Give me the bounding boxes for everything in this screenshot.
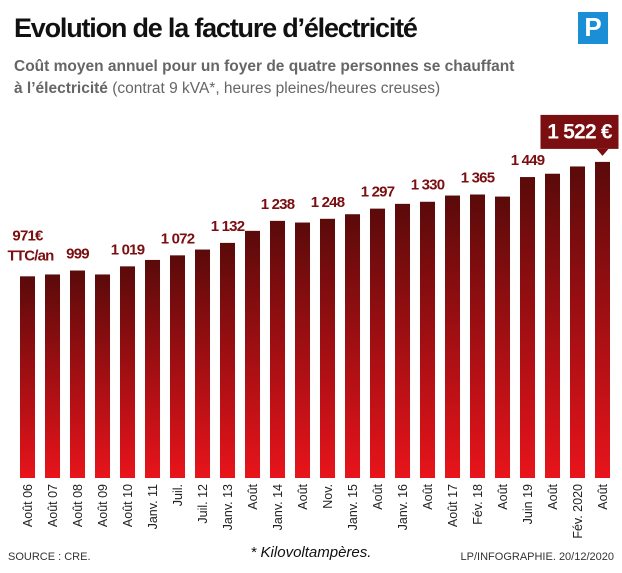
bar	[20, 276, 35, 478]
x-tick-label: Janv. 15	[346, 484, 360, 530]
x-tick-label: Août	[496, 483, 510, 509]
x-tick-label: Août	[421, 483, 435, 509]
bar	[520, 177, 535, 479]
bar	[345, 214, 360, 478]
source: SOURCE : CRE.	[8, 551, 91, 563]
value-label: 1 248	[311, 194, 345, 211]
bar	[495, 196, 510, 479]
bar	[420, 201, 435, 478]
value-label-box	[540, 114, 619, 149]
logo-box	[578, 12, 608, 44]
x-tick-label: Août	[596, 483, 610, 509]
x-tick-label: Juil. 12	[196, 484, 210, 524]
bar	[145, 259, 160, 478]
subtitle: à l’électricité	[14, 80, 108, 97]
value-label: 1 330	[411, 177, 445, 194]
x-tick-label: Janv. 14	[271, 484, 285, 530]
value-label: 1 449	[511, 152, 545, 169]
bar	[595, 161, 610, 478]
bar	[570, 166, 585, 478]
x-tick-label: Août 10	[121, 484, 135, 527]
x-tick-label: Août	[296, 483, 310, 509]
value-label: 1 522 €	[547, 120, 613, 143]
bar	[470, 194, 485, 478]
bar	[45, 274, 60, 478]
bar	[370, 208, 385, 478]
footnote: * Kilovoltampères.	[251, 544, 372, 561]
subtitle: à l’électricité (contrat 9 kVA*, heures …	[14, 80, 440, 97]
value-label: 999	[66, 245, 89, 262]
bar	[445, 195, 460, 479]
x-tick-label: Janv. 13	[221, 484, 235, 530]
unit-note: TTC/an	[7, 247, 54, 264]
value-label: 1 365	[461, 169, 495, 186]
x-tick-label: Janv. 11	[146, 484, 160, 529]
logo: P	[584, 12, 601, 42]
bar	[170, 255, 185, 478]
bar	[220, 242, 235, 478]
bar	[245, 230, 260, 478]
bar	[70, 270, 85, 478]
value-label: 1 238	[261, 196, 295, 213]
x-tick-label: Janv. 16	[396, 484, 410, 530]
x-tick-label: Août	[246, 483, 260, 509]
bar	[295, 222, 310, 478]
x-tick-label: Fév. 18	[471, 484, 485, 525]
bar	[120, 266, 135, 478]
bar	[395, 203, 410, 478]
bar	[320, 218, 335, 479]
chart-title: Evolution de la facture d’électricité	[14, 13, 418, 43]
value-label: 1 019	[111, 241, 145, 258]
x-tick-label: Fév. 2020	[571, 484, 585, 539]
x-tick-label: Juin 19	[521, 484, 535, 524]
x-tick-label: Août 06	[21, 484, 35, 527]
subtitle: Coût moyen annuel pour un foyer de quatr…	[14, 58, 514, 75]
x-tick-label: Août	[546, 483, 560, 509]
x-tick-label: Août	[371, 483, 385, 509]
bar	[545, 173, 560, 478]
subtitle-note: (contrat 9 kVA*, heures pleines/heures c…	[112, 80, 440, 97]
x-tick-label: Août 17	[446, 484, 460, 527]
value-label: 1 297	[361, 184, 395, 201]
value-label-pointer	[596, 148, 609, 156]
value-label: 971€	[12, 227, 44, 244]
x-tick-label: Août 09	[96, 484, 110, 527]
credit: LP/INFOGRAPHIE. 20/12/2020	[461, 551, 614, 563]
x-tick-label: Nov.	[321, 484, 335, 509]
value-label: 1 072	[161, 230, 195, 247]
x-tick-label: Août 08	[71, 484, 85, 527]
x-tick-label: Août 07	[46, 484, 60, 527]
bar	[95, 274, 110, 478]
value-label: 1 132	[211, 218, 245, 235]
bar	[195, 249, 210, 478]
bar	[270, 220, 285, 478]
x-tick-label: Juil.	[171, 484, 185, 506]
